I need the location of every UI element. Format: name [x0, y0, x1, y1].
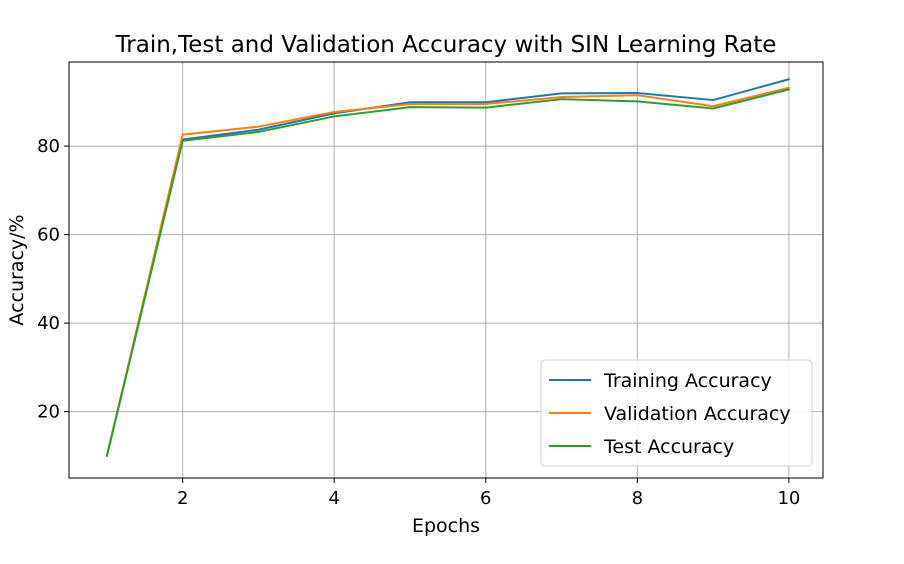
y-tick-label: 60 [37, 225, 60, 246]
grid [69, 62, 823, 478]
y-tick-label: 40 [37, 313, 60, 334]
training-accuracy-legend-label: Training Accuracy [603, 370, 772, 392]
y-tick-label: 20 [37, 402, 60, 423]
x-axis-label: Epochs [412, 515, 480, 537]
y-axis-label: Accuracy/% [6, 214, 28, 325]
legend-box [540, 359, 813, 467]
test-accuracy-line [105, 88, 790, 457]
x-tick-label: 2 [177, 488, 188, 509]
validation-accuracy-line [105, 86, 790, 457]
training-accuracy-line [105, 78, 790, 457]
series-lines [105, 78, 790, 457]
x-tick-label: 6 [480, 488, 491, 509]
x-tick-label: 4 [328, 488, 339, 509]
legend: Training Accuracy Validation Accuracy Test… [540, 359, 813, 467]
x-tick-label: 8 [632, 488, 643, 509]
chart-title: Train,Test and Validation Accuracy with … [115, 32, 777, 58]
validation-accuracy-legend-label: Validation Accuracy [604, 403, 791, 425]
plot-area [68, 61, 824, 479]
x-tick-label: 10 [777, 488, 800, 509]
test-accuracy-legend-label: Test Accuracy [603, 436, 734, 458]
y-tick-label: 80 [37, 136, 60, 157]
axis-ticks: 2 4 6 8 10 20 40 60 80 [37, 136, 800, 509]
